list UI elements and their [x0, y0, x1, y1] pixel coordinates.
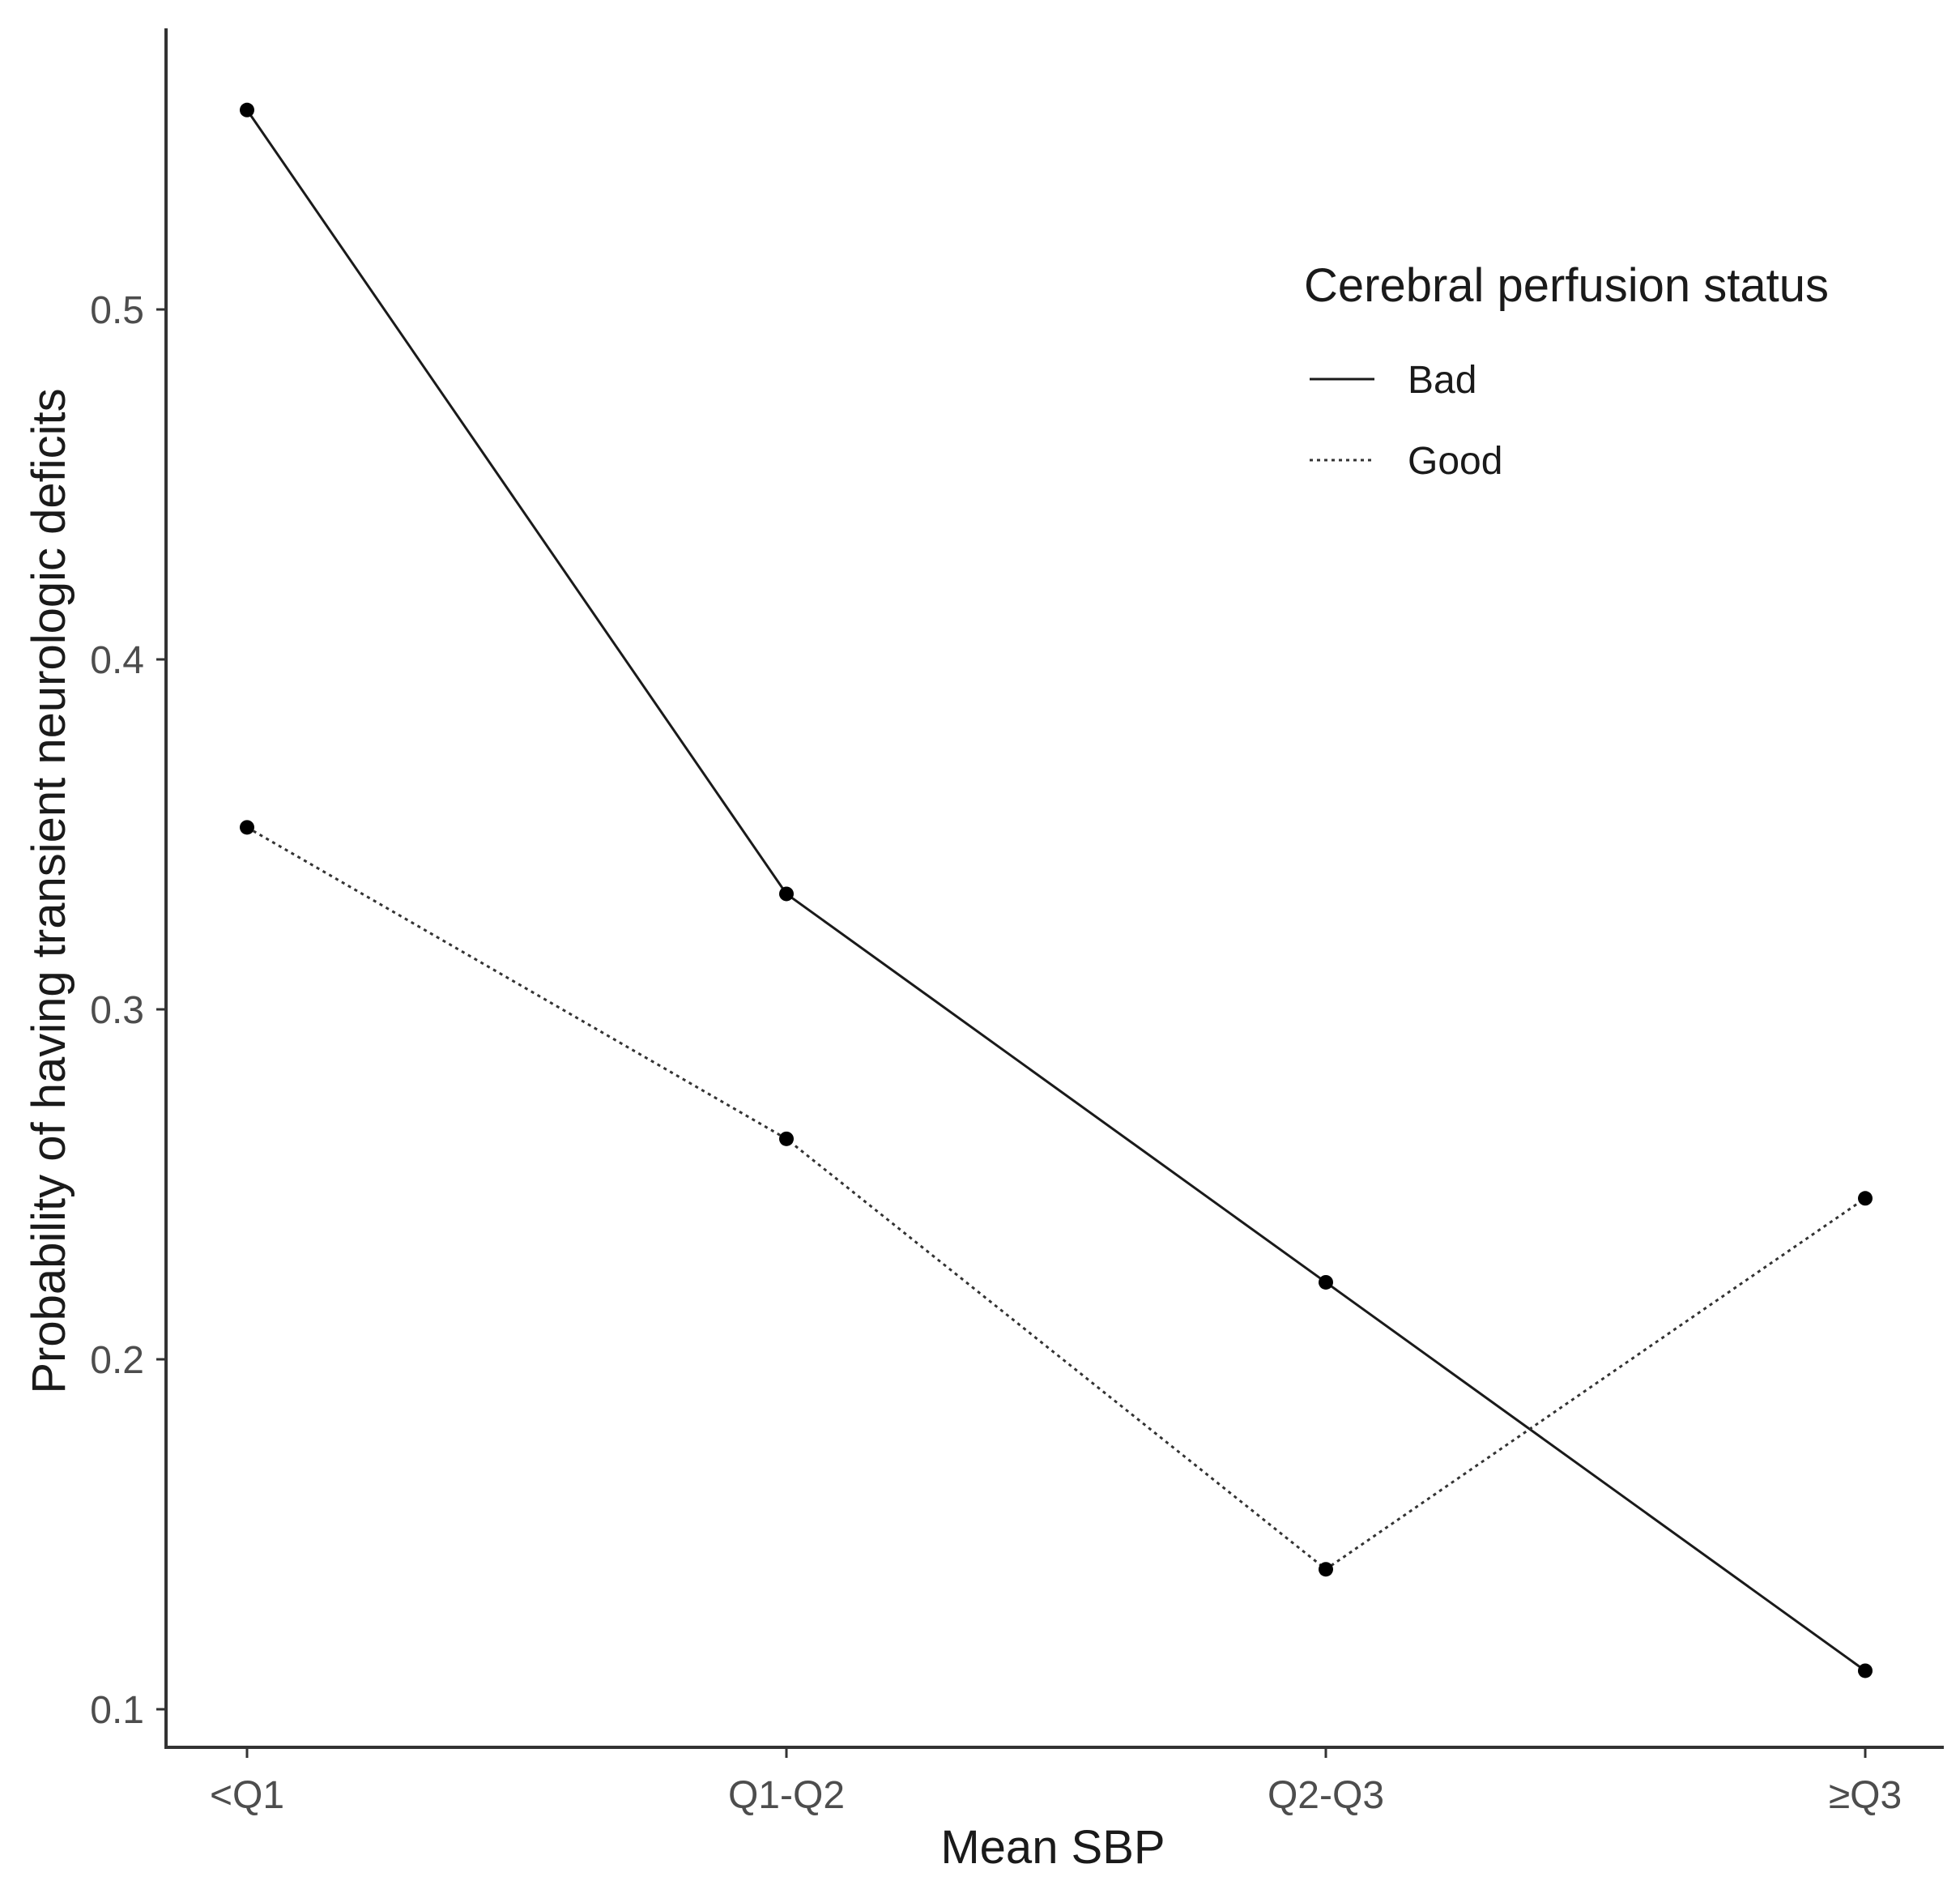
- legend-items: Bad Good: [1310, 359, 1502, 483]
- y-ticks: 0.1 0.2 0.3 0.4 0.5: [90, 289, 166, 1732]
- x-tick-label: <Q1: [210, 1774, 284, 1817]
- x-tick-label: Q1-Q2: [728, 1774, 845, 1817]
- series-line-bad: [245, 109, 1866, 1672]
- data-point-good: [779, 1131, 794, 1146]
- data-point-good: [240, 820, 254, 835]
- data-point-bad: [1319, 1274, 1333, 1290]
- x-ticks: <Q1 Q1-Q2 Q2-Q3 ≥Q3: [210, 1747, 1902, 1817]
- legend-title: Cerebral perfusion status: [1304, 259, 1829, 312]
- x-tick-label: ≥Q3: [1829, 1774, 1902, 1817]
- data-point-bad: [779, 886, 794, 902]
- legend-label-good: Good: [1408, 440, 1502, 483]
- y-tick-label: 0.5: [90, 289, 144, 332]
- x-tick-label: Q2-Q3: [1268, 1774, 1384, 1817]
- data-point-bad: [240, 102, 254, 117]
- y-tick-label: 0.3: [90, 989, 144, 1032]
- y-tick-label: 0.4: [90, 639, 144, 682]
- data-point-good: [1319, 1562, 1333, 1577]
- legend-label-bad: Bad: [1408, 359, 1476, 402]
- series-layer: [240, 102, 1873, 1678]
- y-tick-label: 0.1: [90, 1689, 144, 1732]
- series-line-good: [246, 826, 1866, 1572]
- data-point-good: [1858, 1191, 1873, 1206]
- y-axis-title: Probability of having transient neurolog…: [23, 388, 75, 1393]
- legend: Cerebral perfusion status Bad Good: [1304, 259, 1829, 483]
- data-point-bad: [1858, 1663, 1873, 1678]
- y-tick-label: 0.2: [90, 1339, 144, 1382]
- x-axis-title: Mean SBP: [940, 1821, 1165, 1874]
- axes: [164, 28, 1944, 1749]
